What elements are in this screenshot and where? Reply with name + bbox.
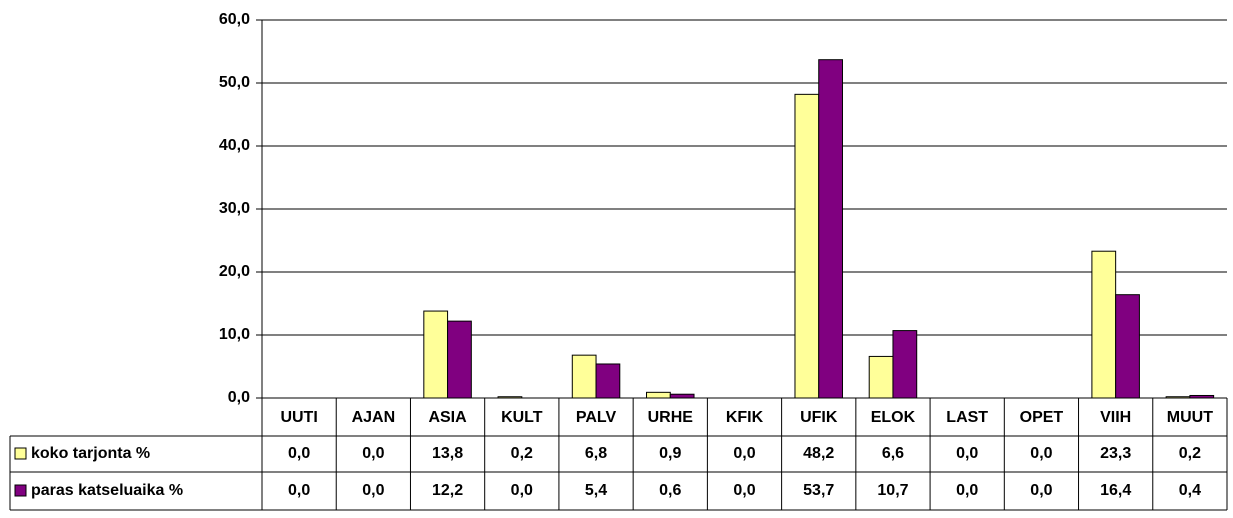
- data-label: 0,0: [288, 445, 310, 462]
- data-label: 0,0: [362, 445, 384, 462]
- bar: [1091, 250, 1117, 399]
- data-label: 12,2: [432, 482, 463, 499]
- x-tick-label: UFIK: [800, 409, 838, 426]
- x-tick-label: UUTI: [280, 409, 317, 426]
- x-tick-label: KFIK: [726, 409, 764, 426]
- data-label: 0,0: [733, 482, 755, 499]
- data-label: 10,7: [877, 482, 908, 499]
- y-tick-label: 30,0: [219, 200, 250, 217]
- bar: [571, 354, 597, 399]
- bar: [818, 59, 843, 399]
- y-tick-label: 40,0: [219, 137, 250, 154]
- data-label: 6,6: [882, 445, 904, 462]
- data-label: 0,0: [956, 445, 978, 462]
- data-label: 0,0: [956, 482, 978, 499]
- bar: [447, 320, 472, 399]
- legend-label: koko tarjonta %: [31, 445, 150, 462]
- x-tick-label: URHE: [648, 409, 694, 426]
- x-tick-label: MUUT: [1167, 409, 1213, 426]
- bar: [595, 363, 621, 399]
- y-tick-label: 50,0: [219, 74, 250, 91]
- data-label: 23,3: [1100, 445, 1131, 462]
- data-label: 13,8: [432, 445, 463, 462]
- data-label: 53,7: [803, 482, 834, 499]
- y-tick-label: 0,0: [228, 389, 250, 406]
- bar: [868, 355, 894, 399]
- bar: [669, 393, 695, 399]
- data-label: 0,0: [1030, 482, 1052, 499]
- legend-key: [14, 447, 27, 460]
- data-label: 0,0: [362, 482, 384, 499]
- y-tick-label: 60,0: [219, 11, 250, 28]
- legend-key: [14, 484, 27, 497]
- data-label: 0,6: [659, 482, 681, 499]
- bar: [646, 391, 671, 399]
- bar: [794, 93, 820, 399]
- data-label: 16,4: [1100, 482, 1131, 499]
- data-label: 0,2: [1179, 445, 1201, 462]
- x-tick-label: OPET: [1020, 409, 1064, 426]
- data-label: 48,2: [803, 445, 834, 462]
- y-tick-label: 20,0: [219, 263, 250, 280]
- x-tick-label: AJAN: [352, 409, 396, 426]
- x-tick-label: ELOK: [871, 409, 916, 426]
- data-label: 0,0: [288, 482, 310, 499]
- x-tick-label: VIIH: [1100, 409, 1131, 426]
- x-tick-label: LAST: [946, 409, 988, 426]
- x-tick-label: ASIA: [428, 409, 467, 426]
- data-label: 0,2: [511, 445, 533, 462]
- data-label: 0,0: [733, 445, 755, 462]
- x-tick-label: PALV: [576, 409, 617, 426]
- data-label: 0,0: [1030, 445, 1052, 462]
- legend-label: paras katseluaika %: [31, 482, 183, 499]
- x-tick-label: KULT: [501, 409, 543, 426]
- bar: [1115, 294, 1140, 399]
- y-tick-label: 10,0: [219, 326, 250, 343]
- data-label: 0,9: [659, 445, 681, 462]
- data-label: 0,4: [1179, 482, 1201, 499]
- data-label: 5,4: [585, 482, 607, 499]
- data-label: 0,0: [511, 482, 533, 499]
- bar: [892, 330, 918, 399]
- data-label: 6,8: [585, 445, 607, 462]
- bar: [423, 310, 449, 399]
